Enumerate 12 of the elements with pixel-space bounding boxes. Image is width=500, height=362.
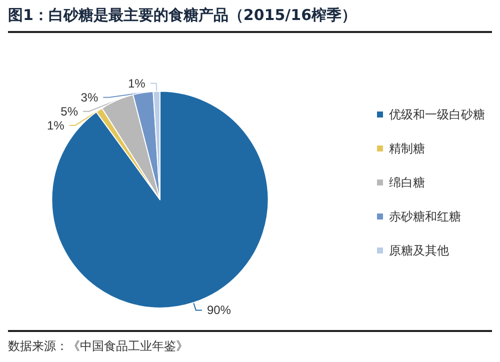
- legend-label: 赤砂糖和红糖: [389, 210, 461, 224]
- legend-label: 优级和一级白砂糖: [389, 108, 485, 122]
- data-label: 1%: [46, 118, 65, 132]
- chart-title: 图1：白砂糖是最主要的食糖产品（2015/16榨季）: [8, 6, 492, 33]
- legend-label: 绵白糖: [389, 176, 425, 190]
- data-label: 90%: [206, 303, 232, 318]
- data-label: 5%: [60, 104, 78, 118]
- source-note: 数据来源：《中国食品工业年鉴》: [8, 330, 492, 355]
- legend-label: 原糖及其他: [389, 244, 449, 258]
- legend-label: 精制糖: [389, 142, 425, 156]
- data-label: 1%: [128, 76, 146, 90]
- data-label: 3%: [80, 90, 98, 104]
